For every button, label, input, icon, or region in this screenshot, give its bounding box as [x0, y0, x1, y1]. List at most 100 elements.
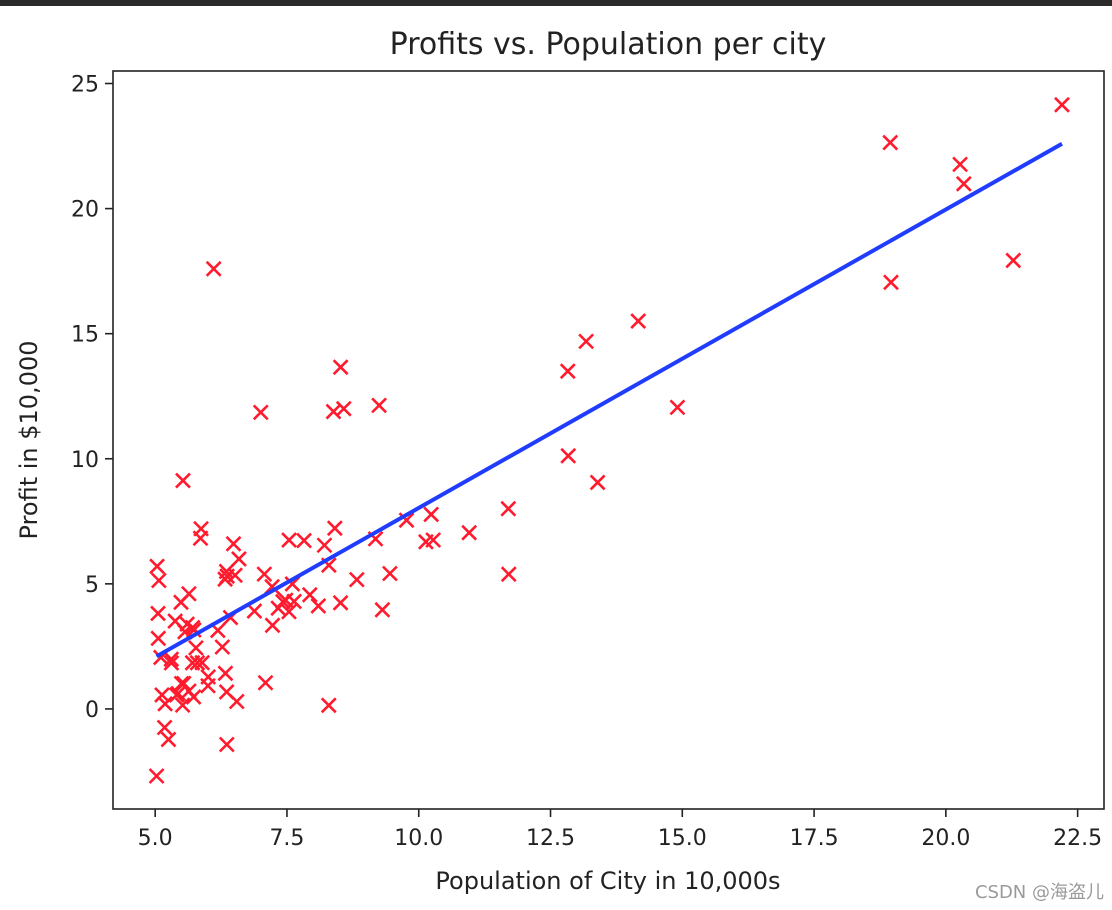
data-point-stroke: [175, 675, 192, 692]
data-point-stroke: [185, 689, 202, 705]
data-point: [180, 585, 197, 602]
data-point-stroke: [883, 274, 899, 291]
data-point-stroke: [150, 572, 167, 589]
data-point: [150, 572, 167, 589]
x-axis-title: Population of City in 10,000s: [435, 867, 780, 895]
data-point: [952, 156, 969, 173]
x-tick-label: 22.5: [1053, 826, 1102, 851]
data-point: [296, 532, 312, 549]
data-point-stroke: [335, 400, 352, 417]
data-point-stroke: [310, 598, 327, 614]
data-point-stroke: [423, 506, 440, 523]
data-point-stroke: [882, 134, 899, 151]
x-tick-label: 5.0: [138, 826, 173, 851]
data-point-stroke: [228, 693, 245, 710]
data-point-stroke: [175, 472, 191, 489]
data-point: [316, 537, 333, 554]
data-point-stroke: [382, 565, 398, 582]
data-point: [425, 532, 442, 548]
data-point: [382, 565, 398, 582]
data-points: [148, 96, 1070, 784]
data-point-stroke: [270, 600, 287, 617]
data-point: [1054, 96, 1070, 113]
data-point: [374, 601, 391, 618]
data-point-stroke: [200, 677, 216, 694]
data-point-stroke: [209, 622, 226, 639]
top-border-bar: [0, 0, 1112, 6]
data-point: [500, 500, 517, 517]
data-point-stroke: [154, 686, 170, 703]
data-point: [955, 175, 972, 192]
data-point-stroke: [163, 654, 180, 671]
data-point: [256, 566, 273, 583]
data-point-stroke: [275, 593, 291, 610]
data-point-stroke: [559, 363, 576, 380]
x-tick-label: 20.0: [921, 826, 970, 851]
data-point-stroke: [296, 532, 312, 549]
x-tick-label: 10.0: [394, 826, 443, 851]
data-point-stroke: [157, 695, 174, 712]
data-point-stroke: [163, 651, 180, 668]
y-tick-label: 20: [71, 198, 99, 223]
data-point-stroke: [252, 404, 269, 421]
watermark-text: CSDN @海盗儿: [974, 882, 1104, 903]
data-point: [882, 134, 899, 151]
y-tick-label: 25: [71, 73, 99, 98]
data-point-stroke: [325, 403, 342, 420]
data-point: [189, 654, 206, 671]
data-point: [157, 695, 174, 712]
data-point-stroke: [148, 768, 165, 784]
data-point-stroke: [320, 697, 337, 714]
data-point: [163, 654, 180, 671]
data-point-stroke: [179, 616, 196, 632]
data-point-stroke: [320, 557, 337, 574]
y-tick-label: 10: [71, 448, 99, 473]
data-point-stroke: [425, 532, 442, 548]
y-tick-label: 15: [71, 323, 99, 348]
data-point-stroke: [193, 520, 209, 537]
data-point-stroke: [149, 558, 166, 575]
y-axis-title: Profit in $10,000: [15, 341, 43, 540]
y-tick-label: 5: [85, 573, 99, 598]
data-point: [281, 532, 297, 548]
data-point-stroke: [170, 685, 187, 702]
data-point: [669, 399, 686, 416]
data-point-stroke: [669, 399, 686, 416]
data-point: [559, 363, 576, 380]
data-point: [148, 768, 165, 784]
data-point: [246, 603, 263, 619]
data-point-stroke: [1005, 252, 1022, 269]
data-point: [200, 677, 216, 694]
data-point-stroke: [264, 617, 281, 634]
regression-line-layer: [155, 141, 1063, 659]
data-point: [310, 598, 327, 614]
data-point-stroke: [348, 571, 365, 588]
data-point-stroke: [227, 567, 243, 584]
data-point: [500, 566, 517, 583]
data-point: [578, 333, 595, 350]
data-point-stroke: [218, 684, 235, 700]
data-point-stroke: [205, 260, 222, 277]
data-point: [320, 697, 337, 714]
data-point: [175, 675, 192, 692]
data-point-stroke: [374, 601, 391, 618]
data-point: [270, 600, 287, 617]
data-point-stroke: [301, 586, 318, 603]
data-point: [154, 686, 170, 703]
data-point-stroke: [150, 630, 167, 647]
data-point-stroke: [955, 175, 972, 192]
x-tick-label: 7.5: [269, 826, 304, 851]
x-tick-label: 12.5: [526, 826, 575, 851]
data-point: [160, 731, 177, 748]
data-point-stroke: [174, 697, 191, 714]
data-point: [173, 675, 190, 692]
data-point: [149, 558, 166, 575]
data-point: [630, 313, 647, 329]
data-point-stroke: [952, 156, 969, 173]
data-point: [217, 665, 234, 682]
data-point-stroke: [326, 520, 343, 537]
data-point: [156, 719, 173, 736]
data-point-stroke: [500, 566, 517, 583]
data-point: [332, 359, 349, 376]
data-point: [281, 603, 297, 620]
